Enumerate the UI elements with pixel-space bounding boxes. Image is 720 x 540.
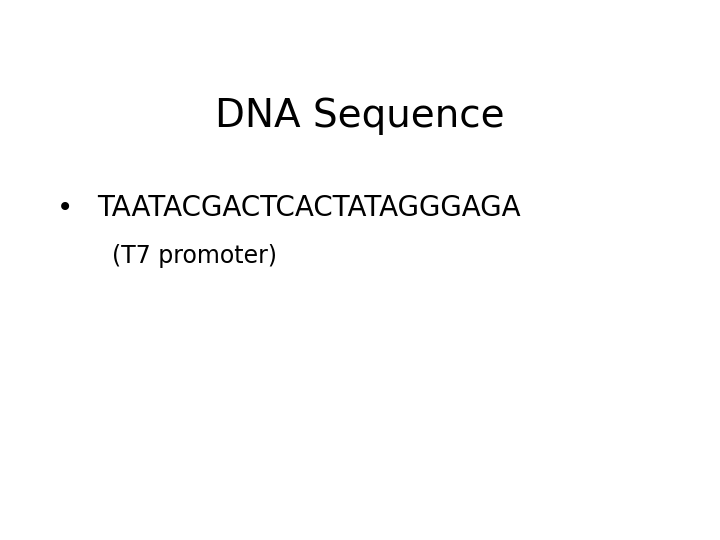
Text: (T7 promoter): (T7 promoter) bbox=[112, 245, 276, 268]
Text: TAATACGACTCACTATAGGGAGA: TAATACGACTCACTATAGGGAGA bbox=[97, 194, 521, 222]
Text: DNA Sequence: DNA Sequence bbox=[215, 97, 505, 135]
Text: •: • bbox=[57, 194, 73, 222]
